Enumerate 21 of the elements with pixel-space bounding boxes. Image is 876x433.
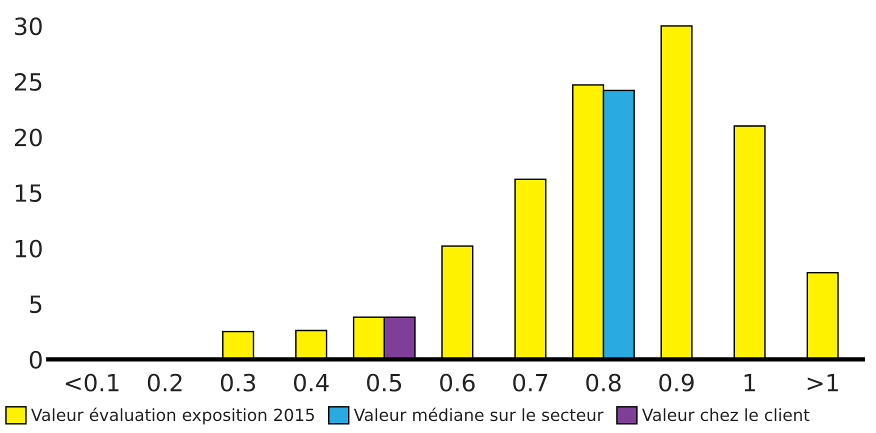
y-tick-label: 0 <box>30 350 42 369</box>
y-tick-label: 25 <box>15 72 42 91</box>
x-tick-label: <0.1 <box>66 374 119 392</box>
x-tick-label: 0.2 <box>148 374 182 392</box>
x-tick-label: 1 <box>744 374 755 392</box>
x-tick-label: 0.5 <box>367 374 401 392</box>
x-tick-label: 0.9 <box>659 374 694 392</box>
y-tick-label: 30 <box>15 17 42 36</box>
x-tick-label: 0.3 <box>220 374 256 392</box>
x-tick-label: 0.7 <box>513 374 548 392</box>
x-tick-label: 0.6 <box>440 374 475 392</box>
legend-label: Valeur médiane sur le secteur <box>354 408 604 422</box>
y-tick-label: 10 <box>16 240 42 258</box>
legend-label: Valeur évaluation exposition 2015 <box>31 408 314 424</box>
x-tick-label: 0.8 <box>586 374 621 392</box>
y-tick-label: 15 <box>16 184 42 202</box>
y-tick-label: 20 <box>15 128 42 146</box>
legend-label: Valeur chez le client <box>642 408 810 422</box>
x-tick-label: 0.4 <box>294 374 329 392</box>
x-tick-label: >1 <box>808 374 838 392</box>
y-tick-label: 5 <box>30 296 42 314</box>
